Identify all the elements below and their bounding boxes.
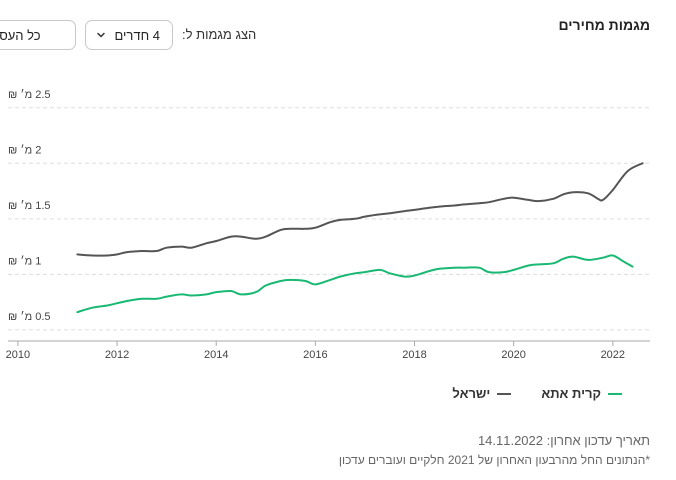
legend-label-kiryat-ata: קרית אתא (541, 386, 601, 401)
legend-swatch-kiryat-ata (608, 392, 622, 395)
series-line-israel (76, 162, 644, 257)
last-updated: תאריך עדכון אחרון: 14.11.2022 (477, 433, 650, 448)
x-tick-label: 2014 (204, 349, 228, 361)
x-tick-label: 2022 (601, 349, 625, 361)
rooms-select-value: 4 חדרים (114, 27, 161, 43)
chart-title: מגמות מחירים (558, 17, 651, 33)
y-tick-label: 2 מ׳ ₪ (8, 143, 41, 156)
series-line-kiryat-ata (76, 254, 634, 314)
legend-label-israel: ישראל (452, 386, 491, 401)
footnote: *הנתונים החל מהרבעון האחרון של 2021 חלקי… (338, 453, 650, 467)
y-tick-label: 1 מ׳ ₪ (8, 254, 41, 267)
deals-select-value: כל העסקאות (0, 27, 41, 43)
legend-swatch-israel (497, 392, 512, 395)
chevron-down-icon (97, 32, 105, 38)
series-lines (76, 162, 644, 314)
rooms-select[interactable]: 4 חדרים (85, 20, 173, 50)
price-trend-chart: 0.5 מ׳ ₪ 1 מ׳ ₪ 1.5 מ׳ ₪ 2 מ׳ ₪ 2.5 מ׳ ₪ 201… (6, 88, 650, 361)
legend-item-israel[interactable]: ישראל (452, 386, 512, 401)
y-tick-label: 2.5 מ׳ ₪ (8, 88, 51, 101)
x-tick-label: 2016 (303, 349, 327, 361)
x-axis-ticks: 2010 2012 2014 2016 2018 2020 2022 (6, 341, 625, 361)
legend-item-kiryat-ata[interactable]: קרית אתא (541, 386, 622, 401)
filter-label: הצג מגמות ל: (182, 27, 257, 42)
x-tick-label: 2012 (105, 349, 129, 361)
y-tick-label: 0.5 מ׳ ₪ (8, 310, 51, 323)
gridlines (8, 107, 650, 331)
y-tick-label: 1.5 מ׳ ₪ (8, 199, 51, 212)
y-axis-ticks: 0.5 מ׳ ₪ 1 מ׳ ₪ 1.5 מ׳ ₪ 2 מ׳ ₪ 2.5 מ׳ ₪ (8, 88, 51, 323)
legend: קרית אתא ישראל (452, 386, 622, 401)
x-tick-label: 2010 (6, 349, 30, 361)
x-tick-label: 2018 (402, 349, 426, 361)
deals-select[interactable]: כל העסקאות (0, 20, 76, 50)
x-tick-label: 2020 (501, 349, 525, 361)
